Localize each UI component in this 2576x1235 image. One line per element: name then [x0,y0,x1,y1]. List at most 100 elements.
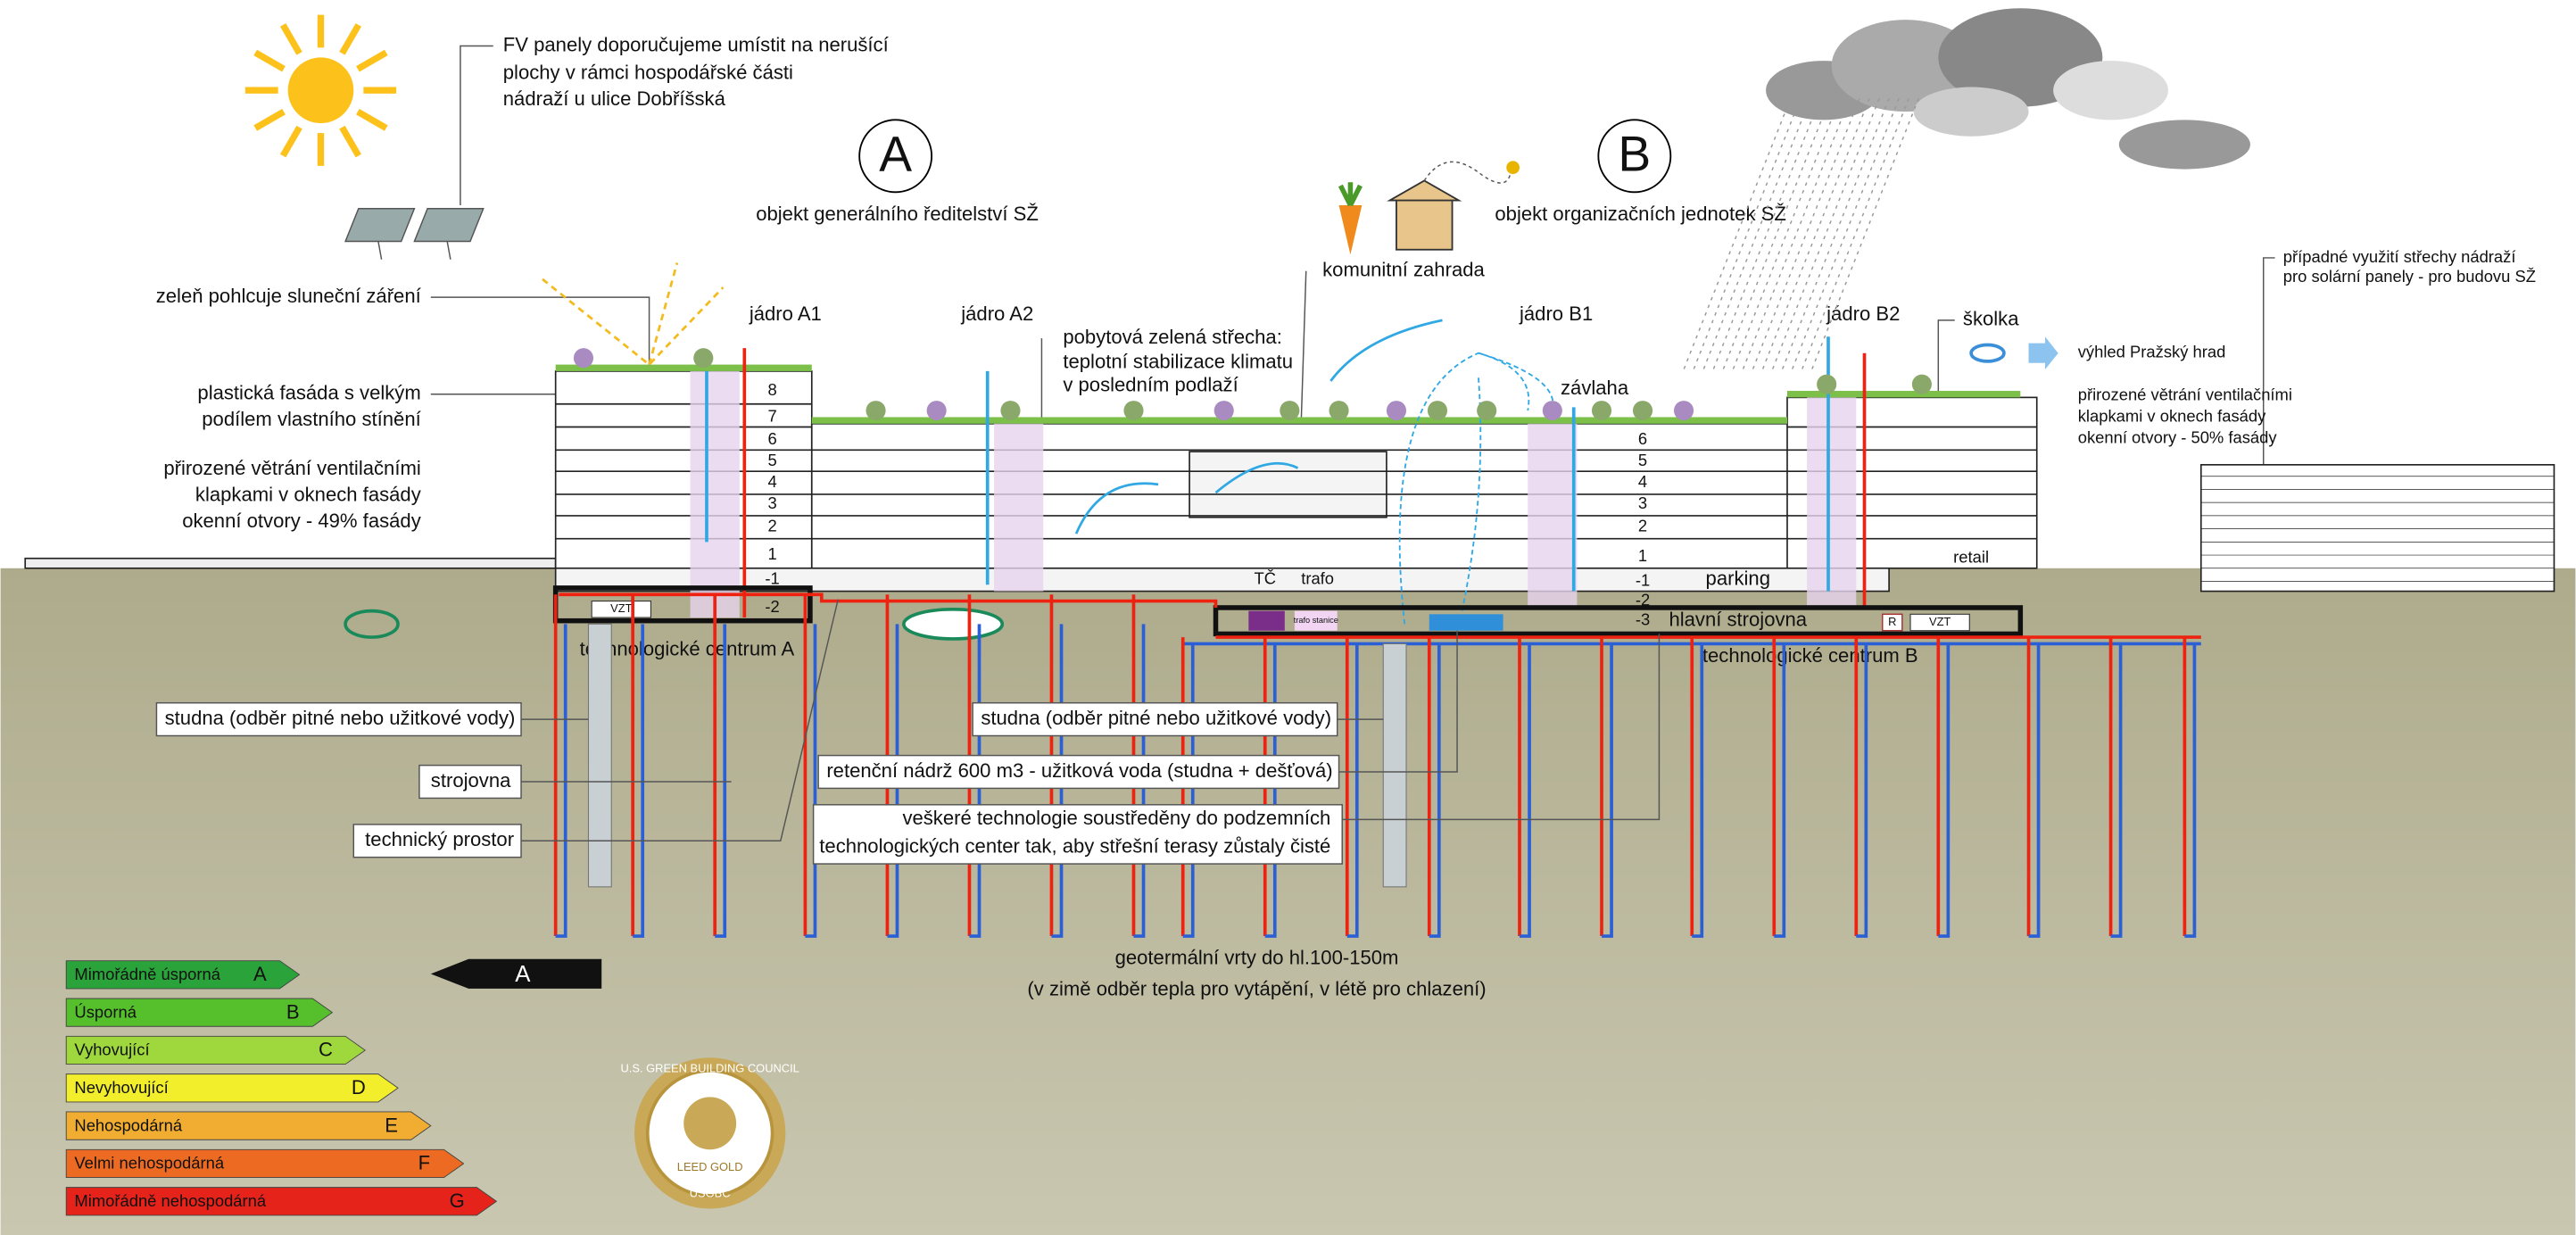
floor-number: 1 [767,544,776,563]
rect-shape [556,365,812,371]
line-shape [1694,98,1801,369]
rect-shape [2201,465,2555,592]
carrot [1339,182,1363,254]
label: nádraží u ulice Dobříšská [503,87,726,110]
rain [1684,98,1918,369]
floor-number: 6 [1638,429,1647,448]
label: klapkami v oknech fasády [2078,406,2266,425]
ellipse-shape [904,609,1002,639]
line-shape [378,242,382,260]
line-shape [1743,98,1850,369]
tree [1592,401,1611,420]
floor-number: 4 [767,472,776,491]
energy-class-name: Mimořádně úsporná [74,965,220,983]
ellipse-shape [2053,61,2168,120]
sun-ray [342,128,358,156]
ellipse-shape [1914,87,2029,137]
label: přirozené větrání ventilačními [2078,385,2292,403]
label: teplotní stabilizace klimatu [1063,351,1293,373]
sun-ray [255,112,284,128]
line-shape [1733,98,1840,369]
sun-ray [283,128,299,156]
label: přirozené větrání ventilačními [163,457,420,479]
line-shape [1703,98,1810,369]
label: klapkami v oknech fasády [195,484,421,506]
rect-shape [1528,424,1577,608]
floor-number: 5 [1638,451,1647,469]
tree [927,401,947,420]
sun-ray [358,53,386,69]
energy-class-name: Mimořádně nehospodárná [74,1191,266,1210]
label: hlavní strojovna [1669,609,1807,631]
label: U.S. GREEN BUILDING COUNCIL [621,1062,799,1075]
label: plastická fasáda s velkým [197,382,420,404]
energy-class-grade: G [450,1189,465,1212]
energy-class-grade: D [352,1076,366,1098]
path-shape [1424,162,1512,183]
tree [1674,401,1694,420]
view-arrow [2029,336,2058,369]
floor-number: -3 [1636,610,1650,629]
line-shape [1713,98,1820,369]
rect-shape [25,559,555,568]
tree [1280,401,1299,420]
tree [1329,401,1349,420]
line-shape [1684,98,1791,369]
tree [693,348,713,368]
polygon-shape [1339,205,1363,254]
polyline-shape [431,297,650,364]
label: školka [1963,308,2019,330]
label: studna (odběr pitné nebo užitkové vody) [165,707,516,729]
path-shape [1340,182,1360,205]
label: A [515,962,531,987]
label: závlaha [1561,377,1629,399]
label: R [1888,615,1896,628]
line-shape [1782,98,1889,369]
label: v posledním podlaží [1063,373,1238,395]
label: trafo stanice [1294,616,1338,625]
label: zeleň pohlcuje sluneční záření [156,285,422,307]
floor-number: 6 [767,429,776,448]
floor-number: 3 [767,493,776,512]
label: jádro B1 [1519,303,1593,325]
label: LEED GOLD [677,1160,743,1173]
label: geotermální vrty do hl.100-150m [1115,947,1399,969]
label: technický prostor [365,828,514,850]
energy-class-grade: C [319,1039,333,1061]
eye [1971,344,2004,361]
label: B [1618,126,1651,181]
rect-shape [1189,452,1387,518]
label: komunitní zahrada [1322,258,1485,280]
beehive [1390,180,1459,249]
floor-number: -2 [1636,590,1650,609]
floor-number: 4 [1638,472,1647,491]
energy-class-grade: A [253,963,267,985]
floor-number: 3 [1638,493,1647,512]
line-shape [1793,98,1900,369]
solar-panels [345,209,484,260]
tree [866,401,886,420]
ellipse-shape [2119,120,2250,169]
line-shape [1772,98,1879,369]
line-shape [1301,271,1306,424]
label: podílem vlastního stínění [202,408,421,430]
rect-shape [1807,397,1856,608]
tree [1543,401,1562,420]
line-shape [1812,98,1919,369]
floor-number: 8 [767,380,776,399]
rect-shape [1396,197,1453,250]
label: veškeré technologie soustředěny do podze… [902,807,1330,829]
sun [245,15,396,166]
sun-ray [283,25,299,54]
energy-class-grade: B [286,1000,300,1023]
line-shape [447,242,451,260]
polygon-shape [414,209,483,242]
floor-number: -1 [1636,570,1650,589]
tree [1633,401,1652,420]
energy-class-grade: E [385,1114,398,1136]
circle-shape [288,57,354,123]
label: pro solární panely - pro budovu SŽ [2283,267,2536,286]
tree [1428,401,1447,420]
label: výhled Pražský hrad [2078,343,2226,361]
energy-class-name: Nehospodárná [74,1115,182,1134]
